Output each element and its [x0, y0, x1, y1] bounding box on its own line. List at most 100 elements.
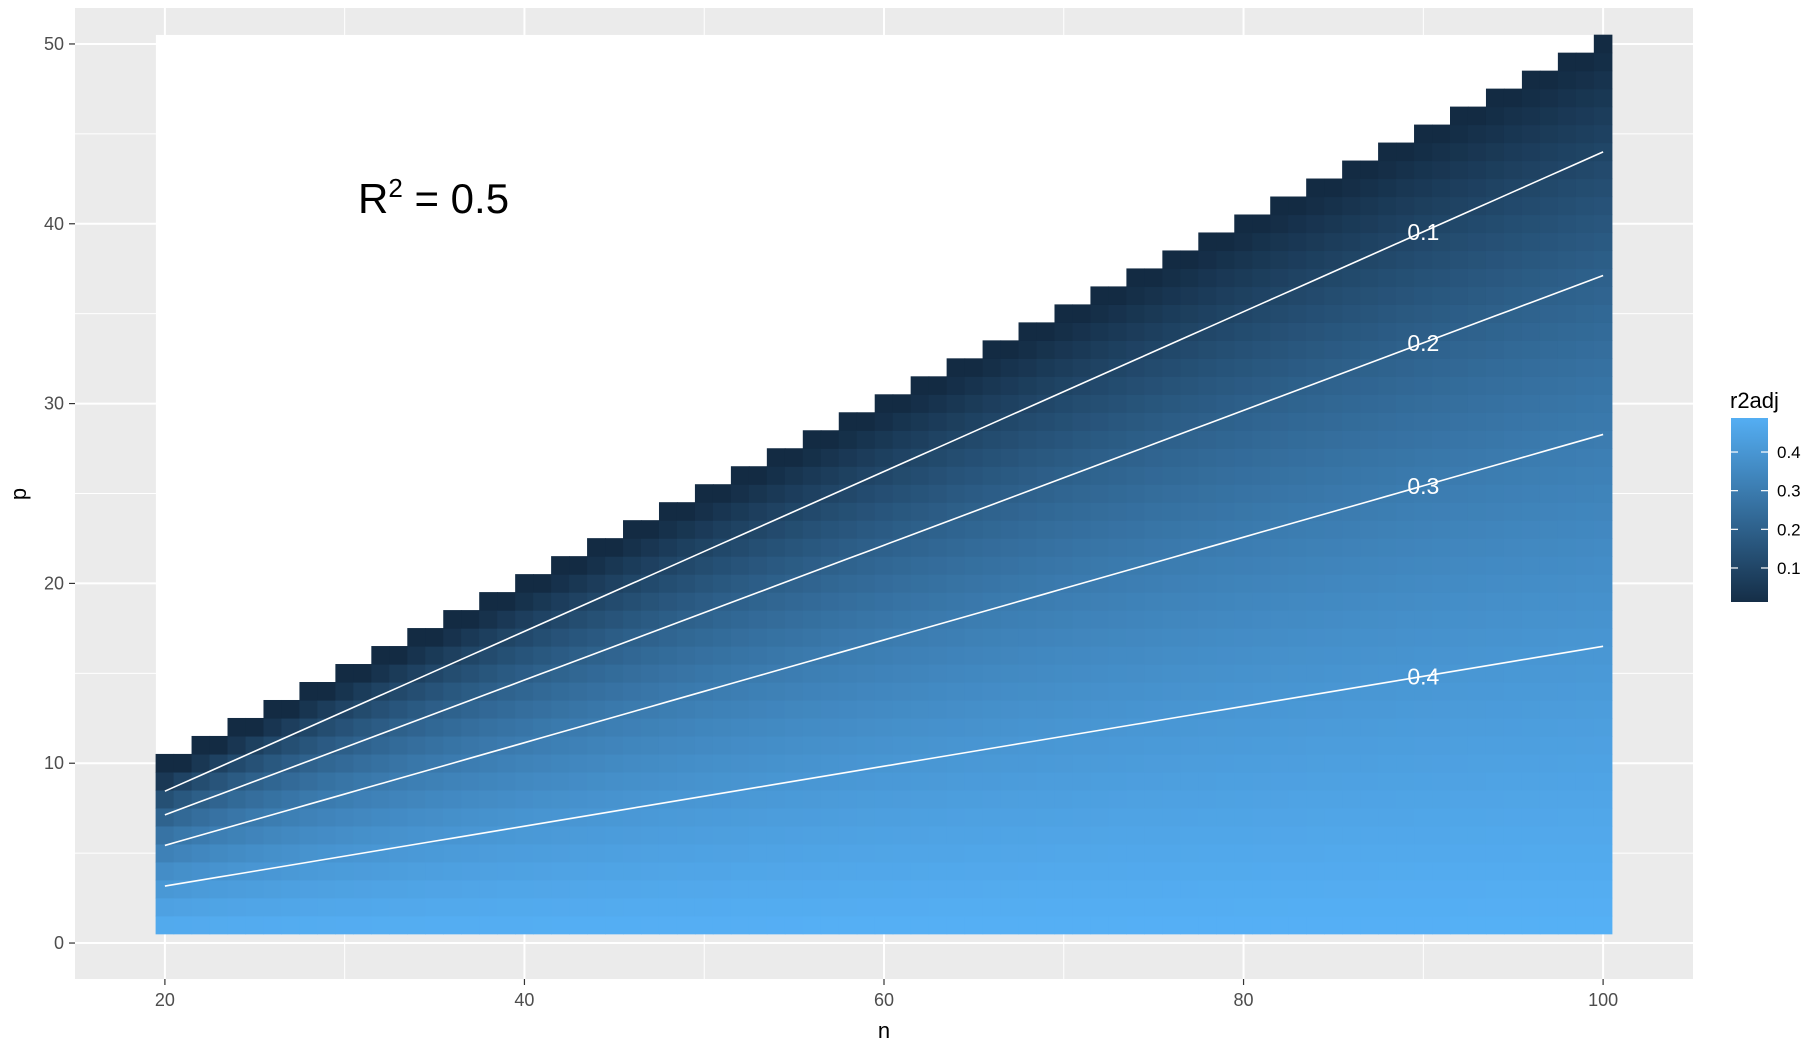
heatmap-tile — [1432, 394, 1451, 413]
heatmap-tile — [1378, 466, 1397, 485]
heatmap-tile — [299, 682, 318, 701]
heatmap-tile — [1072, 807, 1092, 827]
heatmap-tile — [1234, 286, 1253, 305]
heatmap-tile — [1072, 520, 1092, 539]
heatmap-tile — [1270, 430, 1289, 449]
heatmap-tile — [407, 897, 426, 917]
heatmap-tile — [964, 879, 984, 899]
heatmap-tile — [820, 466, 840, 485]
heatmap-tile — [982, 448, 1002, 467]
heatmap-tile — [1000, 538, 1020, 557]
heatmap-tile — [1360, 556, 1379, 575]
heatmap-tile — [605, 628, 624, 647]
heatmap-tile — [1162, 717, 1181, 737]
heatmap-tile — [838, 682, 858, 701]
heatmap-tile — [605, 664, 624, 683]
heatmap-tile — [1036, 646, 1056, 665]
heatmap-tile — [856, 897, 876, 917]
heatmap-tile — [587, 735, 606, 755]
heatmap-tile — [838, 825, 858, 845]
heatmap-tile — [1126, 268, 1145, 288]
heatmap-tile — [335, 915, 354, 935]
heatmap-tile — [730, 502, 750, 521]
heatmap-tile — [1324, 178, 1343, 198]
heatmap-tile — [910, 843, 930, 863]
heatmap-tile — [1072, 753, 1092, 773]
heatmap-tile — [1036, 843, 1056, 863]
heatmap-tile — [946, 753, 966, 773]
heatmap-tile — [1288, 861, 1307, 881]
y-tick-label: 0 — [54, 933, 64, 953]
heatmap-tile — [569, 897, 588, 917]
heatmap-tile — [1593, 825, 1613, 845]
heatmap-tile — [1234, 861, 1253, 881]
heatmap-tile — [1521, 520, 1541, 539]
heatmap-tile — [191, 807, 211, 827]
heatmap-tile — [1503, 538, 1523, 557]
heatmap-tile — [964, 538, 984, 557]
heatmap-tile — [1467, 735, 1487, 755]
heatmap-tile — [1378, 610, 1397, 629]
heatmap-tile — [1288, 771, 1307, 791]
heatmap-tile — [694, 753, 714, 773]
heatmap-tile — [946, 592, 966, 611]
heatmap-tile — [1360, 771, 1379, 791]
heatmap-tile — [1000, 699, 1020, 719]
heatmap-tile — [964, 466, 984, 485]
heatmap-tile — [658, 753, 678, 773]
heatmap-tile — [1360, 394, 1379, 413]
heatmap-tile — [1036, 538, 1056, 557]
heatmap-tile — [1126, 484, 1145, 503]
heatmap-tile — [1018, 879, 1038, 899]
heatmap-tile — [1162, 592, 1181, 611]
heatmap-tile — [1144, 861, 1163, 881]
heatmap-tile — [155, 861, 175, 881]
heatmap-tile — [694, 556, 714, 575]
heatmap-tile — [605, 717, 624, 737]
heatmap-tile — [1108, 628, 1127, 647]
heatmap-tile — [1072, 466, 1092, 485]
heatmap-tile — [1216, 915, 1235, 935]
heatmap-tile — [1432, 232, 1451, 252]
heatmap-tile — [1414, 699, 1433, 719]
heatmap-tile — [1342, 322, 1361, 341]
heatmap-tile — [1306, 556, 1325, 575]
heatmap-tile — [964, 717, 984, 737]
heatmap-tile — [1036, 717, 1056, 737]
heatmap-tile — [1360, 430, 1379, 449]
heatmap-tile — [173, 807, 193, 827]
heatmap-tile — [1216, 268, 1235, 288]
heatmap-tile — [281, 879, 301, 899]
heatmap-tile — [335, 789, 354, 809]
heatmap-tile — [1288, 915, 1307, 935]
heatmap-tile — [1036, 807, 1056, 827]
heatmap-tile — [371, 915, 390, 935]
heatmap-tile — [1503, 484, 1523, 503]
heatmap-tile — [641, 897, 660, 917]
heatmap-tile — [1144, 322, 1163, 341]
heatmap-tile — [910, 915, 930, 935]
heatmap-tile — [1234, 538, 1253, 557]
heatmap-tile — [1126, 753, 1145, 773]
heatmap-tile — [335, 843, 354, 863]
heatmap-tile — [928, 879, 948, 899]
heatmap-tile — [1521, 771, 1541, 791]
heatmap-tile — [730, 664, 750, 683]
heatmap-tile — [1126, 358, 1145, 377]
heatmap-tile — [748, 466, 768, 485]
heatmap-tile — [802, 897, 822, 917]
heatmap-tile — [551, 682, 570, 701]
heatmap-tile — [820, 484, 840, 503]
heatmap-tile — [910, 430, 930, 449]
heatmap-tile — [1126, 574, 1145, 593]
heatmap-tile — [1360, 717, 1379, 737]
heatmap-tile — [1252, 322, 1271, 341]
heatmap-tile — [407, 646, 426, 665]
heatmap-tile — [820, 628, 840, 647]
heatmap-tile — [1539, 304, 1559, 323]
x-tick-label: 20 — [155, 990, 175, 1010]
heatmap-tile — [497, 897, 516, 917]
heatmap-tile — [1342, 286, 1361, 305]
heatmap-tile — [856, 466, 876, 485]
heatmap-tile — [748, 825, 768, 845]
